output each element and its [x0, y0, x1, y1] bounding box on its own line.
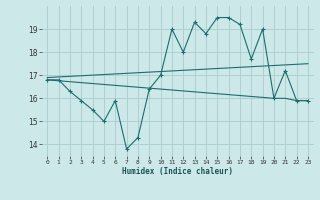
X-axis label: Humidex (Indice chaleur): Humidex (Indice chaleur)	[122, 167, 233, 176]
